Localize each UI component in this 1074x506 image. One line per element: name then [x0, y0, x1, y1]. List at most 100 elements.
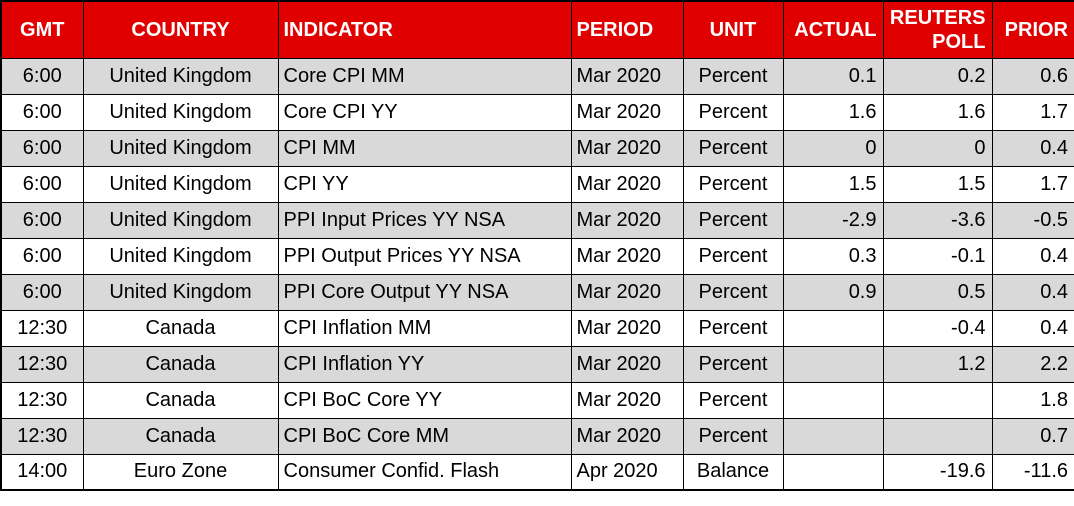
cell-gmt: 6:00 — [0, 57, 84, 95]
cell-period: Mar 2020 — [570, 381, 684, 419]
cell-unit: Percent — [682, 165, 784, 203]
cell-prior: -11.6 — [991, 453, 1074, 491]
cell-gmt: 6:00 — [0, 201, 84, 239]
economic-calendar-table: GMT COUNTRY INDICATOR PERIOD UNIT ACTUAL… — [0, 0, 1074, 491]
cell-indicator: Consumer Confid. Flash — [277, 453, 572, 491]
cell-period: Mar 2020 — [570, 93, 684, 131]
cell-gmt: 12:30 — [0, 309, 84, 347]
column-header-reuters-poll: REUTERS POLL — [882, 0, 993, 59]
table-row: 12:30 Canada CPI Inflation MM Mar 2020 P… — [0, 309, 1074, 347]
table-row: 6:00 United Kingdom Core CPI MM Mar 2020… — [0, 57, 1074, 95]
cell-prior: 0.4 — [991, 309, 1074, 347]
table-row: 6:00 United Kingdom CPI YY Mar 2020 Perc… — [0, 165, 1074, 203]
cell-prior: 1.7 — [991, 93, 1074, 131]
cell-reuters-poll: 1.2 — [882, 345, 993, 383]
cell-gmt: 12:30 — [0, 417, 84, 455]
table-row: 12:30 Canada CPI BoC Core MM Mar 2020 Pe… — [0, 417, 1074, 455]
cell-country: United Kingdom — [82, 57, 279, 95]
cell-actual: 1.6 — [782, 93, 884, 131]
column-header-gmt: GMT — [0, 0, 84, 59]
cell-country: Canada — [82, 381, 279, 419]
table-body: 6:00 United Kingdom Core CPI MM Mar 2020… — [0, 57, 1074, 491]
cell-country: United Kingdom — [82, 273, 279, 311]
cell-country: Canada — [82, 417, 279, 455]
cell-period: Mar 2020 — [570, 237, 684, 275]
cell-country: United Kingdom — [82, 165, 279, 203]
cell-prior: 0.4 — [991, 129, 1074, 167]
cell-actual: 0.1 — [782, 57, 884, 95]
cell-indicator: PPI Core Output YY NSA — [277, 273, 572, 311]
cell-actual — [782, 417, 884, 455]
cell-actual — [782, 453, 884, 491]
column-header-prior: PRIOR — [991, 0, 1074, 59]
cell-prior: 1.7 — [991, 165, 1074, 203]
cell-reuters-poll: -3.6 — [882, 201, 993, 239]
cell-reuters-poll — [882, 417, 993, 455]
cell-prior: 0.4 — [991, 237, 1074, 275]
cell-reuters-poll: 1.6 — [882, 93, 993, 131]
cell-reuters-poll: -0.1 — [882, 237, 993, 275]
table-header: GMT COUNTRY INDICATOR PERIOD UNIT ACTUAL… — [0, 0, 1074, 59]
cell-period: Mar 2020 — [570, 417, 684, 455]
cell-country: United Kingdom — [82, 93, 279, 131]
cell-reuters-poll: -19.6 — [882, 453, 993, 491]
table-row: 12:30 Canada CPI BoC Core YY Mar 2020 Pe… — [0, 381, 1074, 419]
cell-period: Mar 2020 — [570, 273, 684, 311]
cell-period: Apr 2020 — [570, 453, 684, 491]
cell-indicator: CPI Inflation MM — [277, 309, 572, 347]
cell-indicator: PPI Output Prices YY NSA — [277, 237, 572, 275]
table-row: 6:00 United Kingdom PPI Input Prices YY … — [0, 201, 1074, 239]
cell-prior: 2.2 — [991, 345, 1074, 383]
cell-actual — [782, 345, 884, 383]
cell-actual: 0.3 — [782, 237, 884, 275]
cell-gmt: 6:00 — [0, 165, 84, 203]
cell-reuters-poll: 1.5 — [882, 165, 993, 203]
cell-period: Mar 2020 — [570, 345, 684, 383]
cell-country: Euro Zone — [82, 453, 279, 491]
cell-actual: 0 — [782, 129, 884, 167]
cell-indicator: CPI BoC Core YY — [277, 381, 572, 419]
cell-indicator: Core CPI YY — [277, 93, 572, 131]
cell-indicator: CPI BoC Core MM — [277, 417, 572, 455]
table-row: 6:00 United Kingdom CPI MM Mar 2020 Perc… — [0, 129, 1074, 167]
cell-unit: Percent — [682, 57, 784, 95]
cell-period: Mar 2020 — [570, 165, 684, 203]
cell-actual: 0.9 — [782, 273, 884, 311]
cell-gmt: 6:00 — [0, 93, 84, 131]
cell-period: Mar 2020 — [570, 201, 684, 239]
column-header-unit: UNIT — [682, 0, 784, 59]
cell-unit: Percent — [682, 237, 784, 275]
cell-unit: Percent — [682, 93, 784, 131]
column-header-actual: ACTUAL — [782, 0, 884, 59]
cell-prior: 0.4 — [991, 273, 1074, 311]
table-row: 6:00 United Kingdom PPI Output Prices YY… — [0, 237, 1074, 275]
cell-reuters-poll: -0.4 — [882, 309, 993, 347]
cell-unit: Percent — [682, 381, 784, 419]
cell-unit: Percent — [682, 345, 784, 383]
cell-prior: -0.5 — [991, 201, 1074, 239]
cell-period: Mar 2020 — [570, 129, 684, 167]
cell-actual: 1.5 — [782, 165, 884, 203]
cell-country: United Kingdom — [82, 237, 279, 275]
table-row: 6:00 United Kingdom Core CPI YY Mar 2020… — [0, 93, 1074, 131]
table-row: 6:00 United Kingdom PPI Core Output YY N… — [0, 273, 1074, 311]
column-header-indicator: INDICATOR — [277, 0, 572, 59]
column-header-country: COUNTRY — [82, 0, 279, 59]
cell-prior: 0.7 — [991, 417, 1074, 455]
cell-unit: Percent — [682, 129, 784, 167]
cell-gmt: 12:30 — [0, 381, 84, 419]
cell-indicator: CPI MM — [277, 129, 572, 167]
column-header-period: PERIOD — [570, 0, 684, 59]
cell-unit: Balance — [682, 453, 784, 491]
cell-gmt: 6:00 — [0, 273, 84, 311]
cell-gmt: 12:30 — [0, 345, 84, 383]
cell-country: United Kingdom — [82, 129, 279, 167]
cell-unit: Percent — [682, 417, 784, 455]
cell-gmt: 14:00 — [0, 453, 84, 491]
cell-prior: 0.6 — [991, 57, 1074, 95]
cell-reuters-poll: 0.5 — [882, 273, 993, 311]
cell-indicator: CPI Inflation YY — [277, 345, 572, 383]
cell-gmt: 6:00 — [0, 129, 84, 167]
cell-actual — [782, 381, 884, 419]
table-row: 14:00 Euro Zone Consumer Confid. Flash A… — [0, 453, 1074, 491]
